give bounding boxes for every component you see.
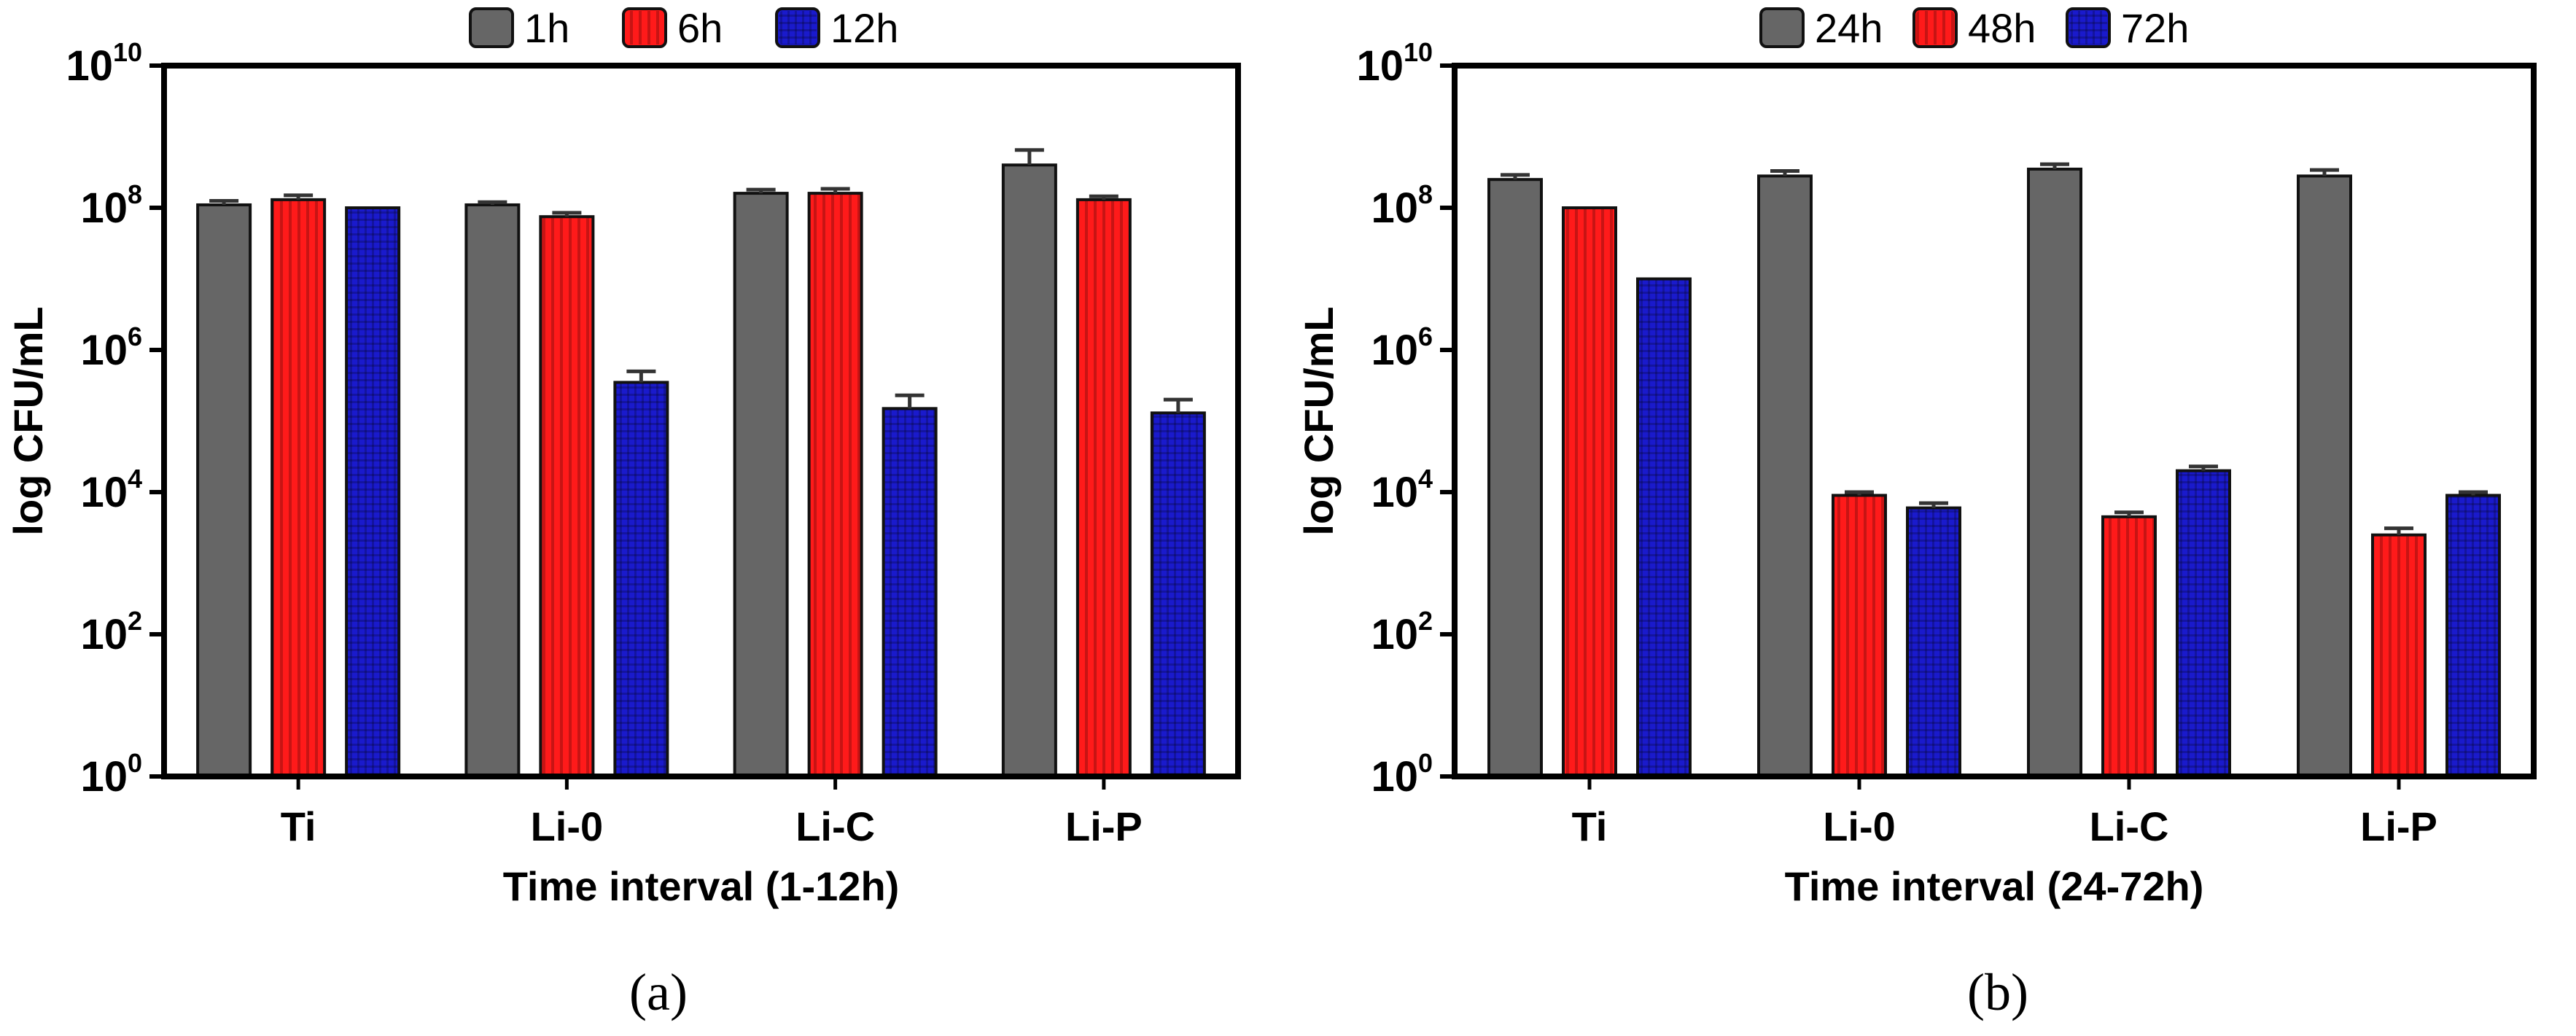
bar-1h-Li-0 [464,203,521,778]
y-tick-label-4: 104 [1371,464,1433,516]
y-axis-title: log CFU/mL [5,306,51,535]
y-tick-label-2: 102 [1371,606,1433,658]
y-tick-label-0: 100 [80,748,142,801]
x-tick-label-Li-P: Li-P [2360,803,2437,849]
x-tick-label-Li-P: Li-P [1065,803,1143,849]
legend-swatch-texture-12h [779,11,817,44]
bar-texture-72h-Ti [1639,280,1689,775]
legend-swatch-24h [1759,7,1805,48]
bar-texture-48h-Li-0 [1834,496,1884,775]
legend-label-12h: 12h [830,5,898,51]
bar-texture-12h-Li-0 [616,383,666,775]
x-tick-label-Li-0: Li-0 [1823,803,1896,849]
bar-texture-12h-Li-C [884,410,935,775]
x-tick-label-Ti: Ti [1572,803,1608,849]
y-tick-label-10: 1010 [1356,37,1433,90]
legend-label-72h: 72h [2121,5,2189,51]
bar-texture-12h-Li-P [1153,414,1203,775]
legend-swatch-texture-6h [626,11,664,44]
bar-1h-Li-P [1001,163,1057,779]
y-tick-label-6: 106 [80,322,142,374]
y-tick-label-6: 106 [1371,322,1433,374]
bar-24h-Ti [1487,178,1543,778]
chart-panel-a: Ti Li-0 Li-C Li-P 100 102 104 106 108 1010 log CFU… [5,5,1241,1021]
x-axis-title: Time interval (24-72h) [1785,863,2204,909]
legend: 1h 6h 12h [469,5,898,51]
legend-swatch-1h [469,7,514,48]
panel-label: (a) [629,963,688,1021]
legend-label-24h: 24h [1815,5,1883,51]
bar-texture-12h-Ti [348,209,398,775]
legend-swatch-texture-48h [1916,11,1954,44]
legend-swatch-texture-72h [2069,11,2107,44]
x-axis-title: Time interval (1-12h) [503,863,900,909]
bar-texture-6h-Li-P [1078,200,1129,776]
bar-texture-48h-Ti [1565,209,1614,775]
y-axis-title: log CFU/mL [1296,306,1342,535]
bar-24h-Li-P [2297,174,2352,778]
y-tick-label-0: 100 [1371,748,1433,801]
bar-24h-Li-0 [1757,174,1813,778]
x-tick-label-Li-0: Li-0 [531,803,604,849]
bar-texture-72h-Li-0 [1909,509,1958,775]
y-tick-label-8: 108 [80,179,142,232]
bar-1h-Li-C [733,192,789,778]
y-tick-label-2: 102 [80,606,142,658]
bar-texture-6h-Li-C [810,195,860,776]
legend-label-1h: 1h [524,5,569,51]
bar-texture-6h-Ti [273,200,324,776]
bar-texture-6h-Li-0 [542,218,592,775]
chart-panel-b: Ti Li-0 Li-C Li-P 100 102 104 106 108 1010 log CFU… [1296,5,2537,1021]
x-tick-label-Li-C: Li-C [795,803,875,849]
bar-texture-72h-Li-P [2448,496,2498,775]
bar-texture-48h-Li-C [2104,518,2154,775]
legend: 24h 48h 72h [1759,5,2189,51]
plot-frame [1452,63,2537,779]
bar-texture-48h-Li-P [2374,536,2424,775]
y-tick-label-10: 1010 [66,37,142,90]
bar-24h-Li-C [2027,167,2082,778]
y-tick-label-4: 104 [80,464,142,516]
bar-texture-72h-Li-C [2179,472,2228,775]
bar-1h-Ti [196,203,252,778]
legend-label-48h: 48h [1968,5,2036,51]
x-tick-label-Ti: Ti [281,803,316,849]
x-tick-label-Li-C: Li-C [2090,803,2169,849]
panel-label: (b) [1967,963,2028,1021]
legend-label-6h: 6h [677,5,723,51]
y-tick-label-8: 108 [1371,179,1433,232]
plot-frame [161,63,1241,779]
